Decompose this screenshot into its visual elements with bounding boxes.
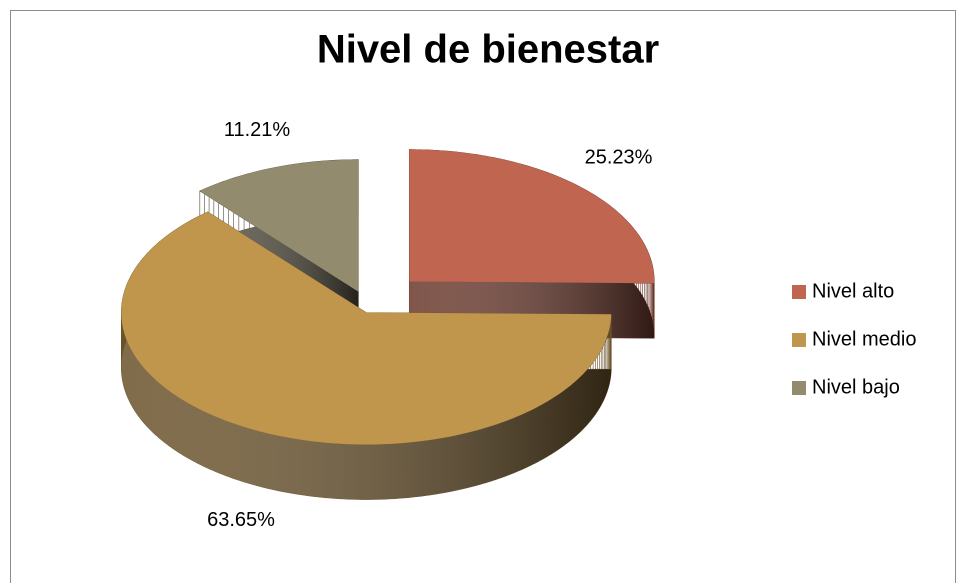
legend-label: Nivel bajo — [812, 376, 900, 398]
legend-swatch — [792, 381, 806, 395]
chart-title: Nivel de bienestar — [317, 28, 659, 72]
slice — [199, 159, 359, 292]
legend-label: Nivel medio — [812, 328, 916, 350]
legend: Nivel alto Nivel medio Nivel bajo — [792, 280, 916, 398]
data-label: 63.65% — [207, 509, 275, 531]
slice — [121, 211, 612, 445]
legend-swatch — [792, 333, 806, 347]
legend-label: Nivel alto — [812, 280, 894, 302]
pie: 25.23% 63.65% 11.21% — [121, 119, 655, 531]
slice — [409, 149, 655, 284]
data-label: 25.23% — [585, 146, 653, 168]
legend-swatch — [792, 285, 806, 299]
data-label: 11.21% — [224, 119, 291, 141]
